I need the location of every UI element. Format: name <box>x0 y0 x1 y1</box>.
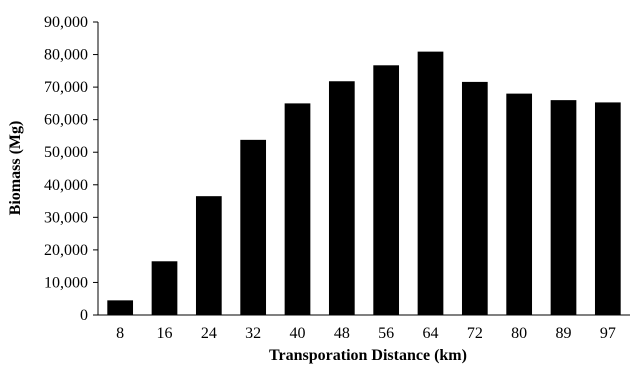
x-tick-label: 64 <box>423 325 439 342</box>
y-axis-title-group: Biomass (Mg) <box>7 121 24 216</box>
bar-64-km <box>417 51 444 316</box>
x-tick-label: 72 <box>467 325 483 342</box>
y-tick-label: 80,000 <box>44 47 88 64</box>
bar-32-km <box>240 139 267 315</box>
bars-group <box>107 51 621 316</box>
bar-80-km <box>506 93 533 315</box>
y-tick-label: 50,000 <box>44 144 88 161</box>
y-tick-label: 60,000 <box>44 112 88 129</box>
x-tick-label: 97 <box>600 325 616 342</box>
x-tick-label: 32 <box>245 325 261 342</box>
y-tick-label: 90,000 <box>44 14 88 31</box>
bar-40-km <box>284 103 311 315</box>
x-tick-label: 8 <box>116 325 124 342</box>
bar-89-km <box>550 100 577 315</box>
x-axis-ticks: 8 16 24 32 40 48 56 64 72 80 89 97 <box>116 325 616 342</box>
x-tick-label: 16 <box>157 325 173 342</box>
bar-72-km <box>461 81 488 315</box>
x-tick-label: 56 <box>378 325 394 342</box>
y-tick-label: 70,000 <box>44 79 88 96</box>
y-tick-label: 20,000 <box>44 242 88 259</box>
y-tick-label: 10,000 <box>44 274 88 291</box>
x-axis-title: Transporation Distance (km) <box>269 347 467 364</box>
y-tick-label: 30,000 <box>44 209 88 226</box>
bar-8-km <box>107 300 134 315</box>
bar-97-km <box>594 102 621 315</box>
x-tick-label: 48 <box>334 325 350 342</box>
y-tick-label: 0 <box>80 307 88 324</box>
x-tick-label: 89 <box>556 325 572 342</box>
bar-56-km <box>373 65 400 315</box>
y-tick-label: 40,000 <box>44 177 88 194</box>
bar-48-km <box>328 81 355 315</box>
x-tick-label: 24 <box>201 325 217 342</box>
x-tick-label: 80 <box>511 325 527 342</box>
y-axis-ticks: 0 10,000 20,000 30,000 40,000 50,000 60,000 70,… <box>44 14 98 324</box>
bar-16-km <box>151 261 178 315</box>
x-tick-label: 40 <box>290 325 306 342</box>
y-axis-title: Biomass (Mg) <box>7 121 24 216</box>
bar-24-km <box>195 196 222 315</box>
